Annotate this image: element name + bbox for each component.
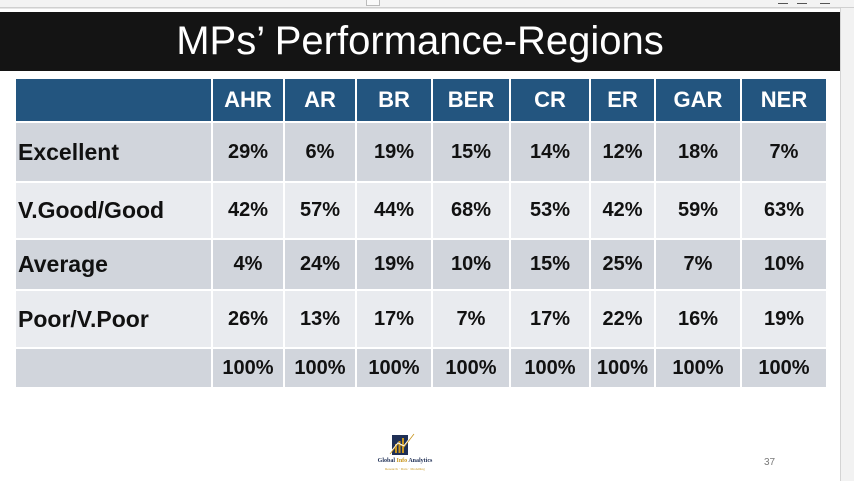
- table-cell: 17%: [509, 289, 591, 349]
- row-label: Poor/V.Poor: [14, 289, 213, 349]
- table-cell: 16%: [654, 289, 742, 349]
- table-cell: 53%: [509, 181, 591, 240]
- table-cell: 19%: [355, 121, 433, 183]
- table-cell: 13%: [283, 289, 357, 349]
- table-cell: 100%: [211, 347, 285, 389]
- table-cell: 100%: [740, 347, 828, 389]
- slide-title: MPs’ Performance-Regions: [176, 19, 664, 63]
- table-row: Poor/V.Poor 26% 13% 17% 7% 17% 22% 16% 1…: [14, 289, 828, 349]
- company-logo: Global Info Analytics Research · Data · …: [360, 431, 450, 481]
- table-cell: 57%: [283, 181, 357, 240]
- table-cell: 19%: [740, 289, 828, 349]
- window-chrome: [0, 0, 854, 8]
- table-cell: 29%: [211, 121, 285, 183]
- logo-name: Global Info Analytics: [377, 458, 433, 464]
- header-cell-empty: [14, 77, 213, 123]
- minimize-icon[interactable]: [778, 0, 788, 4]
- table-cell: 100%: [431, 347, 511, 389]
- table-row: Excellent 29% 6% 19% 15% 14% 12% 18% 7%: [14, 121, 828, 183]
- table-header-row: AHR AR BR BER CR ER GAR NER: [14, 77, 828, 123]
- table-cell: 10%: [431, 238, 511, 291]
- table-cell: 100%: [283, 347, 357, 389]
- table-cell: 100%: [589, 347, 656, 389]
- table-cell: 15%: [509, 238, 591, 291]
- header-cell-er: ER: [589, 77, 656, 123]
- close-icon[interactable]: [820, 0, 830, 4]
- table-cell: 63%: [740, 181, 828, 240]
- table-cell: 100%: [509, 347, 591, 389]
- page-number: 37: [764, 457, 776, 468]
- header-cell-br: BR: [355, 77, 433, 123]
- table-cell: 4%: [211, 238, 285, 291]
- table-cell: 7%: [431, 289, 511, 349]
- table-cell: 68%: [431, 181, 511, 240]
- table-cell: 19%: [355, 238, 433, 291]
- row-label: V.Good/Good: [14, 181, 213, 240]
- row-label: Excellent: [14, 121, 213, 183]
- table-row: V.Good/Good 42% 57% 44% 68% 53% 42% 59% …: [14, 181, 828, 240]
- logo-tagline: Research · Data · Modelling: [385, 467, 425, 471]
- table-row-total: 100% 100% 100% 100% 100% 100% 100% 100%: [14, 347, 828, 389]
- table-cell: 100%: [355, 347, 433, 389]
- header-cell-ber: BER: [431, 77, 511, 123]
- row-label: [14, 347, 213, 389]
- table-cell: 59%: [654, 181, 742, 240]
- toolbar-tab[interactable]: [366, 0, 380, 6]
- table-cell: 26%: [211, 289, 285, 349]
- slide: MPs’ Performance-Regions AHR AR BR: [0, 9, 840, 481]
- header-cell-gar: GAR: [654, 77, 742, 123]
- table-cell: 42%: [589, 181, 656, 240]
- title-bar: MPs’ Performance-Regions: [0, 12, 840, 71]
- table-cell: 25%: [589, 238, 656, 291]
- table-cell: 6%: [283, 121, 357, 183]
- table-cell: 44%: [355, 181, 433, 240]
- row-label: Average: [14, 238, 213, 291]
- header-cell-ner: NER: [740, 77, 828, 123]
- table-cell: 17%: [355, 289, 433, 349]
- table-cell: 100%: [654, 347, 742, 389]
- table-cell: 14%: [509, 121, 591, 183]
- restore-icon[interactable]: [797, 0, 807, 4]
- performance-table: AHR AR BR BER CR ER GAR NER Excellent 29…: [14, 77, 828, 389]
- table-cell: 10%: [740, 238, 828, 291]
- vertical-scrollbar[interactable]: [840, 8, 854, 481]
- table-cell: 12%: [589, 121, 656, 183]
- table-cell: 18%: [654, 121, 742, 183]
- header-cell-ahr: AHR: [211, 77, 285, 123]
- table-cell: 42%: [211, 181, 285, 240]
- table-cell: 7%: [740, 121, 828, 183]
- header-cell-cr: CR: [509, 77, 591, 123]
- table-cell: 15%: [431, 121, 511, 183]
- header-cell-ar: AR: [283, 77, 357, 123]
- logo-mark-icon: [389, 432, 415, 455]
- table-cell: 7%: [654, 238, 742, 291]
- table-row: Average 4% 24% 19% 10% 15% 25% 7% 10%: [14, 238, 828, 291]
- table-cell: 24%: [283, 238, 357, 291]
- table-cell: 22%: [589, 289, 656, 349]
